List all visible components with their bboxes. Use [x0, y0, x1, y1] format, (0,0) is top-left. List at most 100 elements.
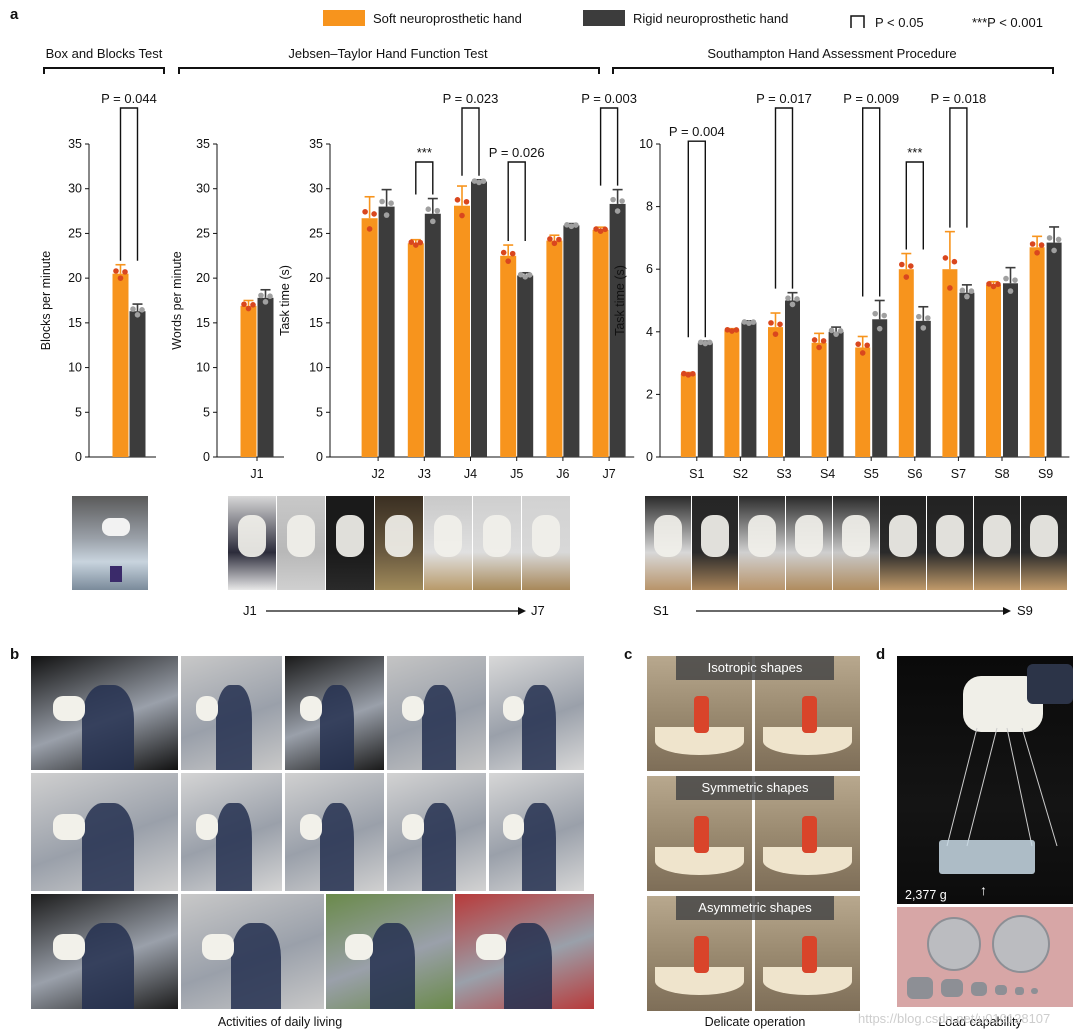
panel-label-a: a — [10, 6, 19, 23]
bar-soft — [986, 284, 1001, 457]
sequence-j-arrowhead-icon — [518, 607, 526, 615]
daily-living-photo — [489, 773, 584, 891]
bar-rigid — [424, 213, 441, 457]
significance-label: P = 0.023 — [443, 91, 499, 106]
shap-task-photo — [786, 496, 832, 590]
weight-small — [995, 985, 1007, 995]
peg-shape — [694, 696, 709, 734]
data-point — [986, 281, 992, 287]
data-point — [828, 327, 835, 334]
legend-label-rigid: Rigid neuroprosthetic hand — [633, 11, 788, 26]
data-point — [942, 255, 949, 261]
sequence-s-start: S1 — [653, 603, 669, 618]
y-tick-label: 20 — [196, 271, 210, 285]
data-point — [258, 292, 264, 299]
data-point — [733, 327, 740, 333]
data-point — [899, 261, 905, 268]
y-axis-label: Task time (s) — [278, 265, 292, 336]
data-point — [614, 208, 621, 214]
caption-c: Delicate operation — [704, 1015, 806, 1029]
data-point — [995, 281, 1001, 288]
bar-rigid — [129, 311, 146, 457]
group-bracket-shap — [612, 67, 1054, 74]
sequence-s-arrowhead-icon — [1003, 607, 1011, 615]
significance-bracket — [415, 161, 434, 195]
jt-task-photo — [473, 496, 521, 590]
data-point — [262, 299, 269, 305]
hand-shape — [335, 514, 365, 558]
legend-swatch-rigid — [583, 10, 625, 26]
daily-living-photo — [489, 656, 584, 770]
data-point — [685, 372, 692, 378]
data-point — [500, 249, 507, 256]
hand-shape — [237, 514, 267, 558]
person-shape — [522, 684, 556, 770]
daily-living-photo — [181, 773, 282, 891]
data-point — [564, 222, 570, 228]
bar-rigid — [563, 225, 580, 457]
y-tick-label: 0 — [646, 450, 653, 464]
data-point — [772, 331, 779, 337]
person-shape — [82, 922, 134, 1009]
y-tick-label: 15 — [68, 316, 82, 330]
person-shape — [216, 684, 252, 770]
y-tick-label: 8 — [646, 200, 653, 214]
significance-bracket — [774, 107, 794, 289]
y-tick-label: 25 — [68, 226, 82, 240]
data-point — [837, 328, 844, 334]
data-point — [789, 301, 796, 308]
data-point — [610, 196, 616, 203]
hand-shape — [531, 514, 561, 558]
legend: Soft neuroprosthetic hand Rigid neuropro… — [323, 10, 1043, 30]
container-shape — [939, 840, 1035, 874]
sequence-j-end: J7 — [531, 603, 545, 618]
bar-soft — [112, 273, 129, 457]
data-point — [698, 339, 704, 346]
legend-swatch-soft — [323, 10, 365, 26]
bar-rigid — [741, 322, 757, 457]
data-point — [1029, 241, 1036, 247]
data-point — [267, 293, 273, 300]
data-point — [681, 370, 687, 377]
bar-rigid — [378, 206, 395, 457]
significance-bracket — [599, 107, 619, 186]
data-point — [556, 236, 562, 243]
hand-shape — [196, 814, 219, 841]
data-point — [430, 218, 436, 225]
person-shape — [370, 922, 415, 1009]
legend-bracket-icon — [850, 15, 865, 28]
data-point — [768, 320, 774, 326]
data-point — [968, 288, 975, 294]
data-point — [1055, 236, 1062, 243]
bar-rigid — [257, 297, 274, 457]
hand-shape — [475, 934, 507, 960]
block-shape — [110, 566, 122, 582]
data-point — [1007, 288, 1014, 294]
y-tick-label: 10 — [196, 361, 210, 375]
hand-shape — [53, 695, 86, 721]
x-tick-label: J6 — [556, 467, 569, 481]
photo-box-blocks — [72, 496, 148, 590]
bar-rigid — [471, 181, 487, 457]
peg-shape — [802, 936, 817, 974]
bar-soft — [680, 374, 696, 457]
bar-rigid — [785, 300, 800, 457]
person-shape — [319, 802, 355, 891]
sequence-s-end: S9 — [1017, 603, 1033, 618]
data-point — [881, 312, 887, 319]
hand-shape — [102, 518, 130, 536]
peg-shape — [694, 936, 709, 974]
y-tick-label: 5 — [203, 405, 210, 419]
data-point — [139, 307, 145, 313]
hand-shape — [1030, 514, 1058, 558]
shap-task-photo — [692, 496, 738, 590]
y-tick-label: 30 — [196, 182, 210, 196]
x-tick-label: S8 — [994, 467, 1009, 481]
bar-rigid — [609, 203, 626, 457]
hand-shape — [503, 814, 525, 841]
x-tick-label: S3 — [776, 467, 791, 481]
shap-task-photo — [880, 496, 926, 590]
caption-d: Load capability — [938, 1015, 1022, 1029]
shap-task-photo — [974, 496, 1020, 590]
